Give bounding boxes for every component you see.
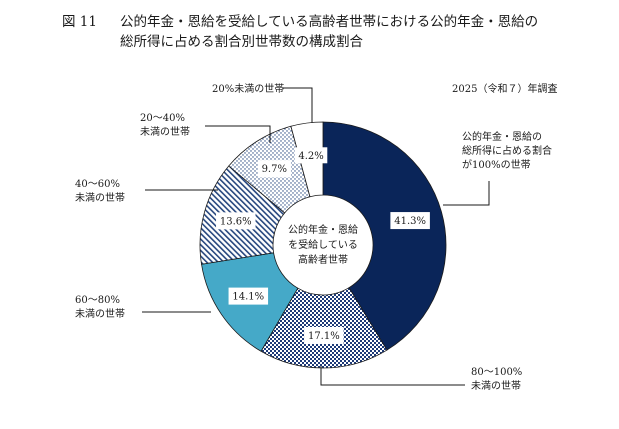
figure-number: 図 11 — [62, 14, 97, 30]
value-label-3: 14.1% — [228, 287, 269, 305]
leader-line-1 — [443, 181, 490, 206]
title-line-2: 総所得に占める割合別世帯数の構成割合 — [120, 34, 363, 50]
svg-text:14.1%: 14.1% — [232, 292, 264, 303]
slice-1 — [322, 121, 447, 351]
value-label-2: 17.1% — [304, 326, 344, 344]
svg-text:41.3%: 41.3% — [394, 216, 426, 227]
value-label-4: 13.6% — [216, 212, 256, 230]
title-line-1: 公的年金・恩給を受給している高齢者世帯における公的年金・恩給の — [120, 14, 539, 30]
leader-line-5 — [205, 125, 271, 143]
center-label: 公的年金・恩給を受給している高齢者世帯 — [288, 223, 358, 266]
svg-text:9.7%: 9.7% — [262, 164, 287, 175]
category-label-4: 40～60%未満の世帯 — [75, 179, 125, 204]
leader-line-6 — [282, 87, 313, 123]
category-label-2: 80～100%未満の世帯 — [471, 367, 522, 392]
value-label-6: 4.2% — [294, 147, 328, 164]
value-label-5: 9.7% — [257, 160, 291, 178]
category-label-6: 20%未満の世帯 — [212, 82, 284, 95]
category-label-3: 60～80%未満の世帯 — [75, 295, 125, 320]
svg-text:17.1%: 17.1% — [308, 331, 340, 342]
value-label-1: 41.3% — [390, 212, 430, 230]
leader-line-2 — [320, 366, 465, 386]
svg-text:13.6%: 13.6% — [220, 216, 252, 227]
category-label-5: 20～40%未満の世帯 — [140, 113, 190, 138]
survey-year-note: 2025（令和７）年調査 — [452, 84, 558, 95]
svg-text:4.2%: 4.2% — [298, 151, 323, 162]
category-label-1: 公的年金・恩給の総所得に占める割合が100%の世帯 — [462, 130, 552, 171]
